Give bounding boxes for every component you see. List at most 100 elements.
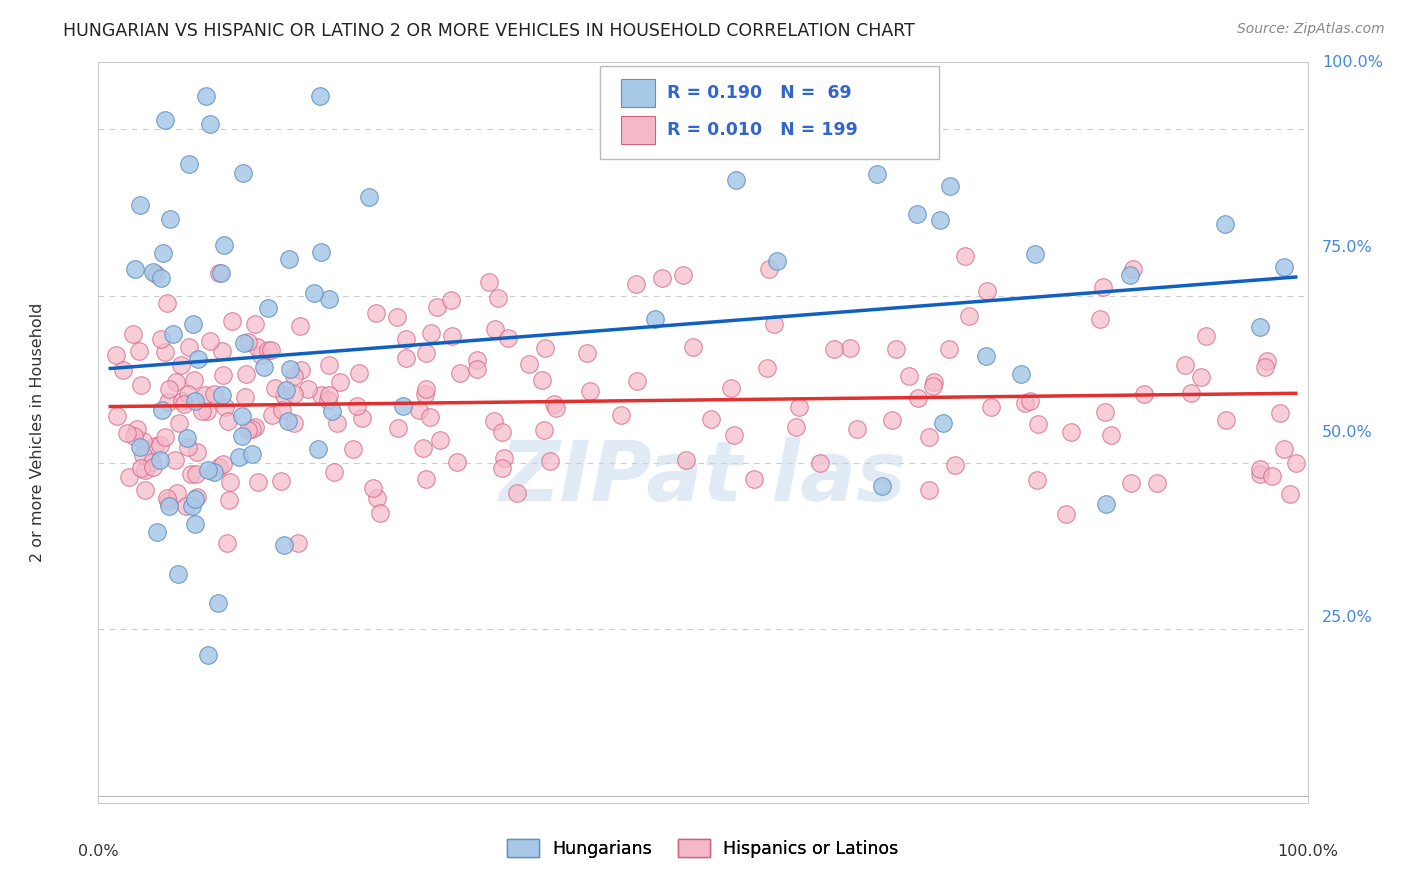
Point xyxy=(408,403,430,417)
Point xyxy=(425,300,447,314)
Point xyxy=(1213,218,1236,232)
Point xyxy=(1189,369,1212,384)
Point xyxy=(180,467,202,482)
Point xyxy=(122,429,145,443)
Point xyxy=(129,460,152,475)
Point xyxy=(149,453,172,467)
Text: 0.0%: 0.0% xyxy=(79,844,118,858)
Point xyxy=(392,399,415,413)
Point xyxy=(1099,428,1122,442)
Point xyxy=(177,441,200,455)
Text: R = 0.010   N = 199: R = 0.010 N = 199 xyxy=(666,120,858,139)
Point xyxy=(191,403,214,417)
Point xyxy=(882,413,904,427)
Point xyxy=(122,327,145,342)
Point xyxy=(218,492,240,507)
Point xyxy=(105,409,128,423)
Point xyxy=(763,317,786,331)
Point xyxy=(307,442,329,457)
Point xyxy=(700,412,723,426)
Point xyxy=(297,382,319,396)
Point xyxy=(922,375,945,389)
Point xyxy=(366,306,388,320)
Point xyxy=(491,425,513,439)
Point xyxy=(766,254,789,268)
Point xyxy=(610,409,633,423)
Point xyxy=(929,212,952,227)
Point xyxy=(134,483,156,497)
Point xyxy=(682,341,704,355)
Point xyxy=(576,346,599,360)
Point xyxy=(478,275,501,289)
Point xyxy=(143,439,166,453)
Point xyxy=(129,198,152,212)
Point xyxy=(1249,467,1271,482)
Point xyxy=(287,535,309,549)
Text: R = 0.190   N =  69: R = 0.190 N = 69 xyxy=(666,84,852,102)
Point xyxy=(170,358,193,372)
Point xyxy=(198,334,221,349)
Point xyxy=(675,453,697,467)
Point xyxy=(231,409,253,423)
Point xyxy=(1285,456,1308,470)
Point xyxy=(440,329,463,343)
Point xyxy=(211,344,233,359)
Point xyxy=(1059,425,1081,439)
Point xyxy=(506,486,529,500)
Point xyxy=(932,416,955,430)
Point xyxy=(538,453,561,467)
Point xyxy=(183,516,205,531)
Point xyxy=(494,450,516,465)
Point xyxy=(274,383,297,397)
Point xyxy=(134,463,156,477)
Point xyxy=(346,400,368,414)
Point xyxy=(243,317,266,331)
Point xyxy=(311,388,333,402)
Point xyxy=(184,467,207,481)
Text: 100.0%: 100.0% xyxy=(1322,55,1384,70)
Point xyxy=(626,277,648,292)
Point xyxy=(419,326,441,341)
Point xyxy=(125,421,148,435)
Point xyxy=(839,341,862,355)
Point xyxy=(228,450,250,465)
Point xyxy=(1094,405,1116,419)
Point xyxy=(318,388,340,402)
Bar xyxy=(621,116,655,144)
Point xyxy=(153,113,176,128)
Point xyxy=(186,490,208,504)
Point xyxy=(1180,386,1202,401)
Point xyxy=(1279,487,1302,501)
Point xyxy=(128,343,150,358)
Point xyxy=(530,374,553,388)
Point xyxy=(194,88,217,103)
Point xyxy=(368,506,391,520)
Point xyxy=(413,387,436,401)
Point xyxy=(1215,413,1237,427)
Point xyxy=(174,500,197,514)
Point xyxy=(395,351,418,366)
Point xyxy=(211,368,233,382)
Point xyxy=(725,173,748,187)
Point xyxy=(1195,328,1218,343)
Point xyxy=(218,475,240,489)
Point xyxy=(359,189,381,203)
Text: HUNGARIAN VS HISPANIC OR LATINO 2 OR MORE VEHICLES IN HOUSEHOLD CORRELATION CHAR: HUNGARIAN VS HISPANIC OR LATINO 2 OR MOR… xyxy=(63,22,915,40)
Point xyxy=(211,457,233,471)
Point xyxy=(179,340,201,354)
Point xyxy=(486,291,509,305)
Point xyxy=(905,207,928,221)
Point xyxy=(202,465,225,479)
Point xyxy=(352,410,374,425)
Point xyxy=(217,414,239,428)
Point xyxy=(253,360,276,375)
Point xyxy=(974,349,997,363)
Point xyxy=(1249,462,1271,476)
Point xyxy=(543,397,565,411)
Point xyxy=(546,401,568,416)
Point xyxy=(1119,475,1142,490)
Point xyxy=(149,332,172,346)
Point xyxy=(243,420,266,434)
Point xyxy=(167,416,190,430)
Point xyxy=(870,478,893,492)
